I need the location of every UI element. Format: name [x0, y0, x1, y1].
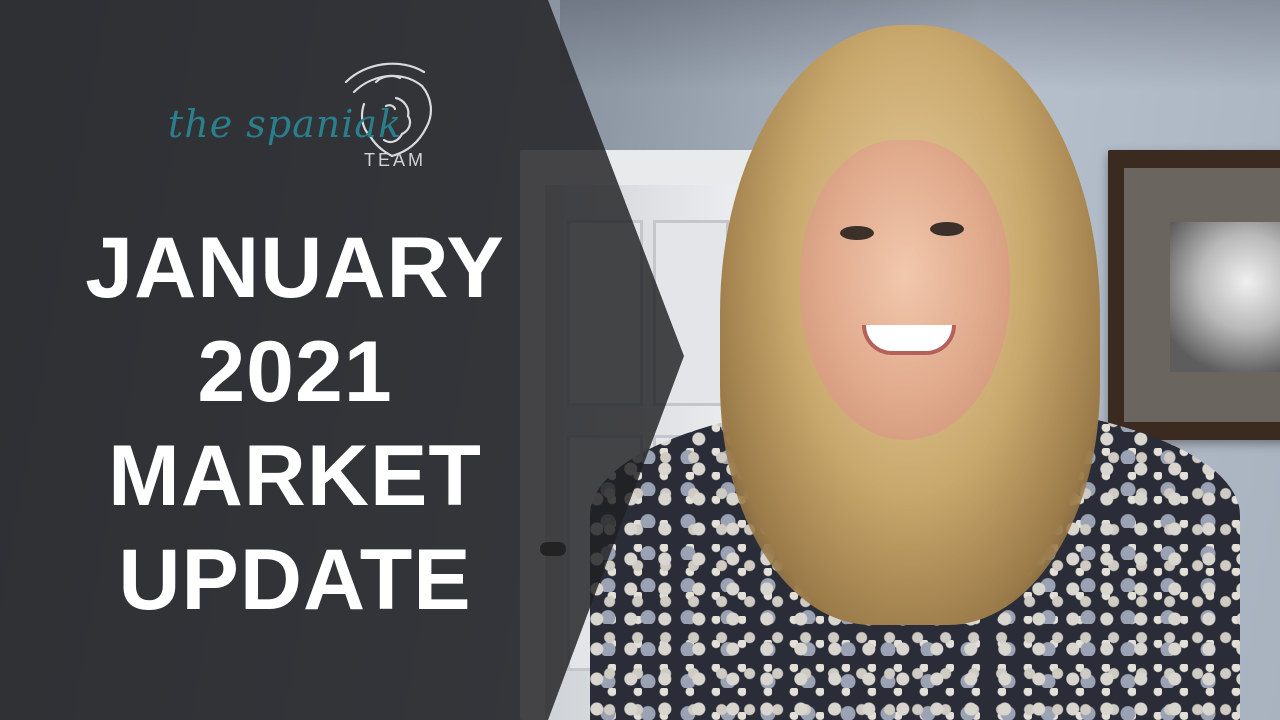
headline-line-update: UPDATE [118, 532, 472, 628]
left-eye [840, 226, 874, 240]
headline-line-market: MARKET [108, 428, 482, 524]
headline: JANUARY 2021 MARKET UPDATE [0, 216, 590, 632]
headline-line-year: 2021 [197, 324, 393, 420]
brand-logo: the spaniak TEAM [168, 52, 438, 182]
face [800, 140, 1010, 440]
right-eye [930, 222, 964, 236]
lion-icon [344, 62, 432, 158]
framed-photo [1170, 222, 1280, 372]
headline-line-month: JANUARY [85, 220, 505, 316]
brand-name: the spaniak [168, 102, 403, 146]
dark-arrow-overlay [0, 0, 684, 720]
brand-subtitle: TEAM [364, 150, 427, 170]
